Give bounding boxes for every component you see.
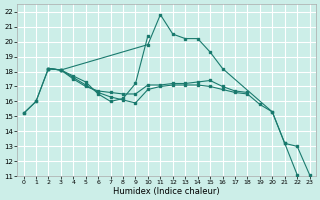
X-axis label: Humidex (Indice chaleur): Humidex (Indice chaleur): [113, 187, 220, 196]
